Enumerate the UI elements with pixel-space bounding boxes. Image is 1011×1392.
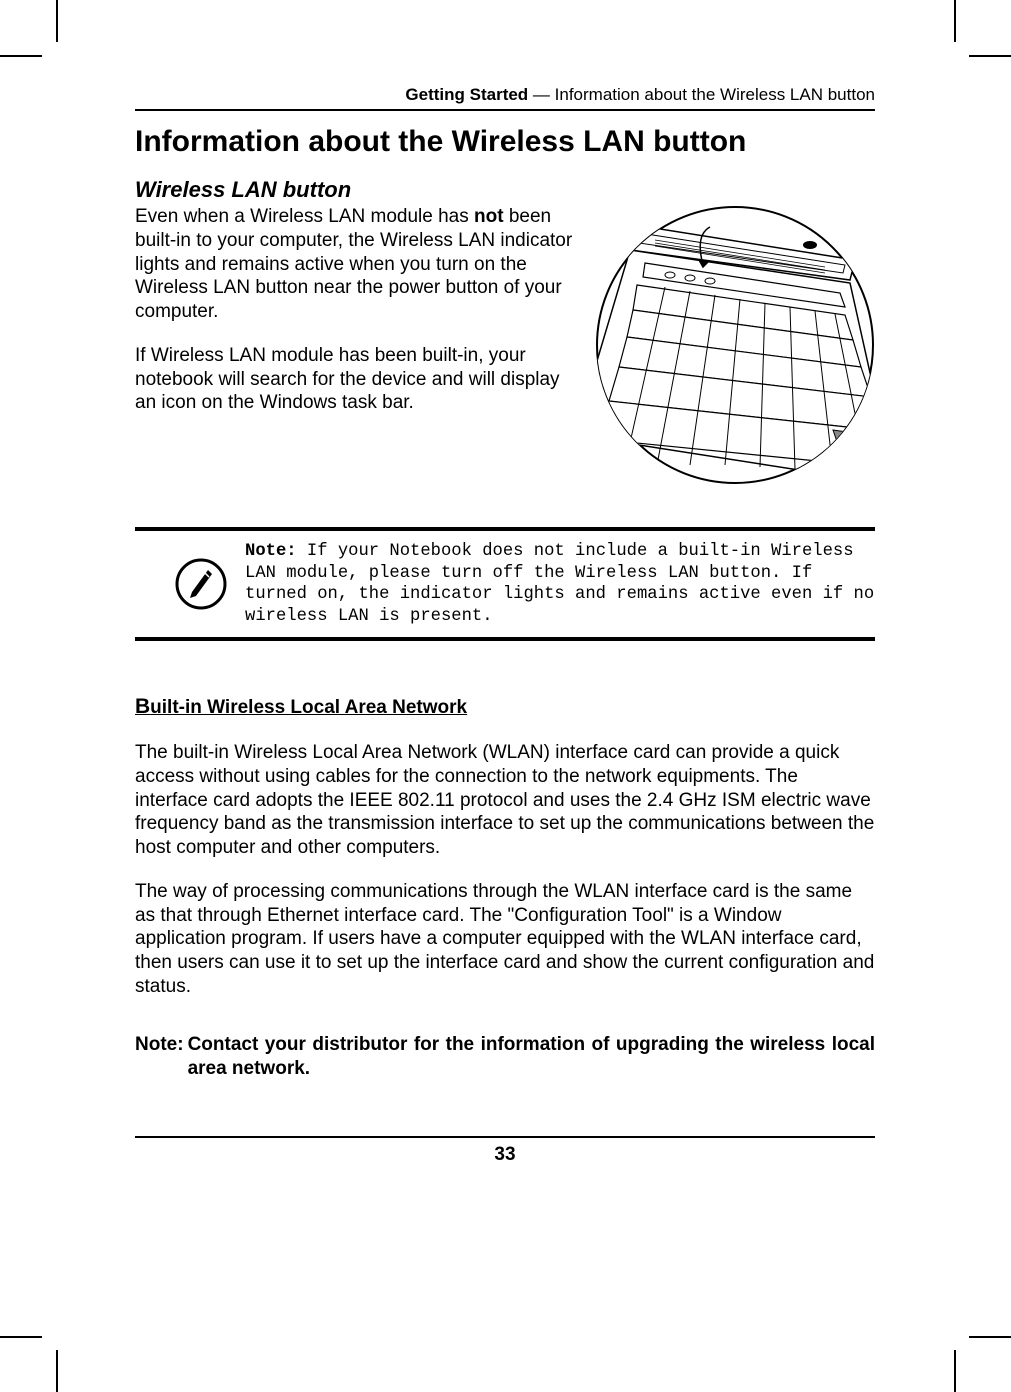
crop-mark [0,1336,42,1338]
page-content: Getting Started — Information about the … [135,85,875,1166]
p1-a: Even when a Wireless LAN module has [135,206,474,227]
paragraph-2: If Wireless LAN module has been built-in… [135,344,577,415]
body-paragraph-2: The way of processing communications thr… [135,880,875,999]
section-head-rest: uilt-in Wireless Local Area Network [150,697,467,718]
note-bold: Note: [245,542,297,561]
crop-mark [56,0,58,42]
p1-bold: not [474,206,504,227]
note2-text: Contact your distributor for the informa… [188,1033,875,1082]
subheading: Wireless LAN button [135,177,875,203]
crop-mark [969,55,1011,57]
crop-mark [954,0,956,42]
pen-note-icon [175,558,227,610]
page-title: Information about the Wireless LAN butto… [135,125,875,159]
running-head-bold: Getting Started [405,85,528,104]
paragraph-1: Even when a Wireless LAN module has not … [135,205,577,324]
note-2: Note: Contact your distributor for the i… [135,1033,875,1082]
crop-mark [0,55,42,57]
body-paragraph-1: The built-in Wireless Local Area Network… [135,741,875,860]
crop-mark [954,1350,956,1392]
two-column-block: Even when a Wireless LAN module has not … [135,205,875,485]
running-head-rest: — Information about the Wireless LAN but… [528,85,875,104]
running-head: Getting Started — Information about the … [135,85,875,111]
page-footer: 33 [135,1136,875,1166]
note-body: If your Notebook does not include a buil… [245,542,874,626]
left-text-column: Even when a Wireless LAN module has not … [135,205,577,415]
crop-mark [56,1350,58,1392]
laptop-keyboard-illustration [595,205,875,485]
crop-mark [969,1336,1011,1338]
note-text: Note: If your Notebook does not include … [245,541,875,627]
page-number: 33 [494,1144,515,1165]
section-heading: Built-in Wireless Local Area Network [135,695,875,719]
note2-label: Note: [135,1033,188,1082]
note-callout: Note: If your Notebook does not include … [135,527,875,641]
